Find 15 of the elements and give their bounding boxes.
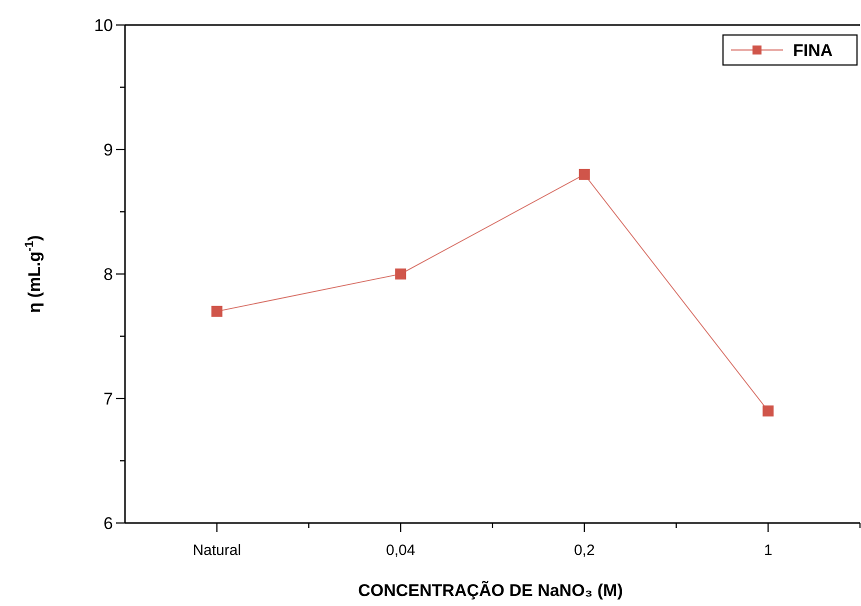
y-tick-label: 6 — [104, 514, 113, 533]
x-tick-label: Natural — [192, 542, 242, 559]
point — [211, 306, 222, 317]
x-tick-label: 0,2 — [574, 542, 595, 559]
y-tick-label: 7 — [104, 389, 113, 408]
y-tick-label: 8 — [104, 264, 113, 284]
legend-label: FINA — [793, 40, 833, 60]
x-tick-label: 0,04 — [386, 542, 416, 559]
x-tick-label: 1 — [764, 542, 772, 559]
point — [395, 268, 406, 280]
y-tick-label: 10 — [94, 16, 113, 35]
point — [762, 405, 774, 416]
x-axis-title: CONCENTRAÇÃO DE NaNO₃ (M) — [358, 580, 623, 600]
point — [578, 168, 590, 180]
y-tick-label: 9 — [104, 140, 113, 160]
